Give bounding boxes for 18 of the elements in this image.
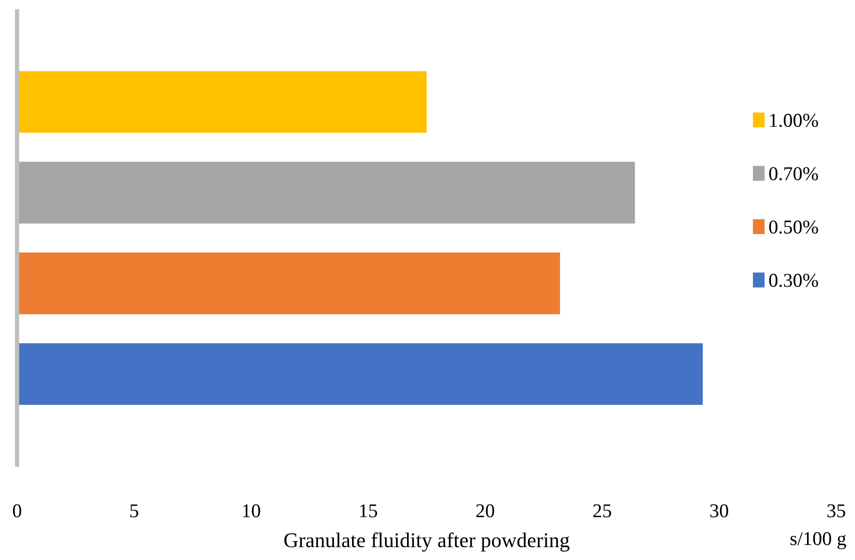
legend-label: 1.00% xyxy=(770,114,818,128)
bar xyxy=(17,71,427,133)
bar xyxy=(17,343,703,405)
x-tick-label: 15 xyxy=(360,504,378,518)
x-tick-label: 5 xyxy=(130,504,138,518)
x-tick-label: 0 xyxy=(12,504,22,518)
text: s/100 g xyxy=(790,532,846,550)
x-axis-title: Granulate fluidity after powdering xyxy=(284,532,570,552)
legend-label: 0.30% xyxy=(769,274,818,288)
bar xyxy=(17,252,560,314)
x-tick-label: 25 xyxy=(593,504,612,518)
x-tick-label: 20 xyxy=(476,504,494,518)
legend-label: 0.70% xyxy=(769,167,818,180)
legend-label: 0.50% xyxy=(769,220,818,234)
x-tick-label: 10 xyxy=(243,504,260,518)
bar xyxy=(17,162,635,224)
x-tick-label: 35 xyxy=(827,504,846,518)
x-tick-label: 30 xyxy=(710,504,728,518)
